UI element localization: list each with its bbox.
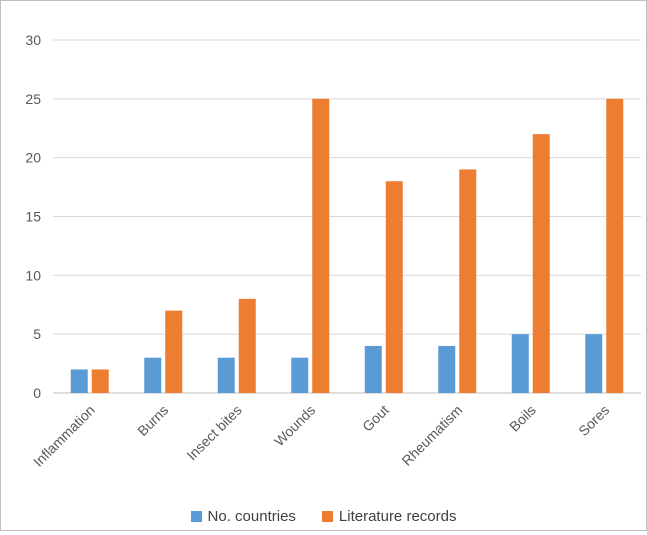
x-tick-label: Gout [359, 402, 392, 435]
bar-no-countries [70, 369, 88, 393]
bar-no-countries [291, 357, 309, 393]
y-tick-label: 0 [33, 385, 41, 401]
bar-literature-records [91, 369, 109, 393]
bar-no-countries [217, 357, 235, 393]
bar-literature-records [459, 169, 477, 393]
x-tick-label: Rheumatism [398, 402, 465, 469]
y-tick-label: 30 [25, 32, 41, 48]
bar-literature-records [238, 298, 256, 393]
bar-no-countries [144, 357, 162, 393]
bar-no-countries [438, 345, 456, 393]
bar-literature-records [606, 98, 624, 393]
bar-no-countries [585, 334, 603, 393]
legend-item-no-countries: No. countries [190, 508, 296, 525]
bar-no-countries [511, 334, 529, 393]
bar-no-countries [364, 345, 382, 393]
x-tick-label: Boils [506, 402, 539, 435]
legend-label-no-countries: No. countries [207, 508, 296, 525]
legend-swatch-no-countries [190, 511, 202, 522]
y-tick-label: 20 [25, 150, 41, 166]
bar-literature-records [165, 310, 183, 393]
x-tick-label: Burns [134, 402, 171, 439]
bars [70, 98, 624, 393]
x-tick-label: Insect bites [183, 402, 244, 463]
legend-item-literature-records: Literature records [321, 508, 457, 525]
y-tick-label: 5 [33, 326, 41, 342]
x-axis-tick-labels: Inflammation Burns Insect bites Wounds Gout R… [30, 402, 612, 470]
bar-literature-records [532, 134, 550, 393]
legend: No. countries Literature records [0, 508, 647, 525]
y-tick-label: 25 [25, 91, 41, 107]
bar-literature-records [312, 98, 330, 393]
y-axis-tick-labels: 0 5 10 15 20 25 30 [25, 32, 41, 401]
legend-label-literature-records: Literature records [338, 508, 457, 525]
y-tick-label: 15 [25, 209, 41, 225]
legend-swatch-literature-records [321, 511, 333, 522]
x-tick-label: Sores [575, 402, 612, 439]
x-tick-label: Inflammation [30, 402, 98, 470]
bar-literature-records [385, 181, 403, 393]
y-tick-label: 10 [25, 267, 41, 283]
x-tick-label: Wounds [271, 402, 318, 449]
gridlines [53, 39, 641, 394]
